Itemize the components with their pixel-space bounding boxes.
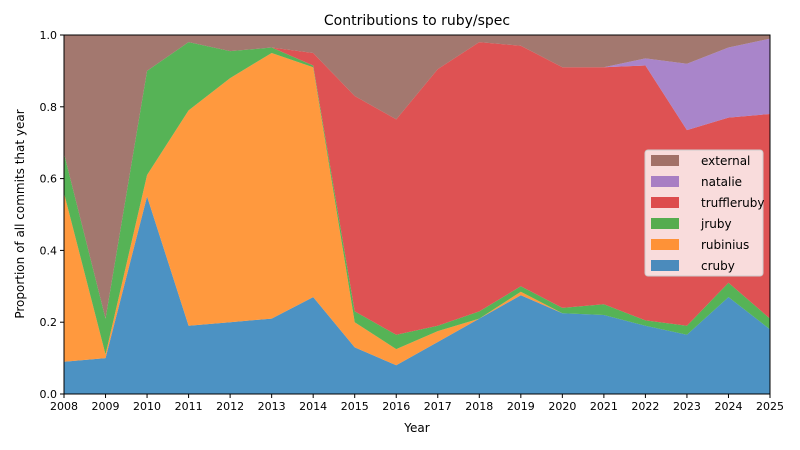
y-tick-label: 1.0 <box>40 29 58 42</box>
legend-box <box>644 149 764 277</box>
legend-label-natalie: natalie <box>701 175 742 189</box>
legend-label-rubinius: rubinius <box>701 238 749 252</box>
x-tick-label: 2011 <box>175 400 203 413</box>
chart-title: Contributions to ruby/spec <box>324 13 510 29</box>
x-tick-label: 2019 <box>507 400 535 413</box>
y-tick-label: 0.8 <box>40 101 58 114</box>
area-cruby <box>64 196 770 394</box>
area-jruby <box>64 42 770 355</box>
x-tick-label: 2008 <box>50 400 78 413</box>
y-tick-label: 0.4 <box>40 244 58 257</box>
x-tick-label: 2013 <box>258 400 286 413</box>
legend-swatch-natalie <box>651 176 679 187</box>
x-tick-label: 2025 <box>756 400 784 413</box>
x-tick-label: 2009 <box>92 400 120 413</box>
legend-label-truffleruby: truffleruby <box>701 196 765 210</box>
area-external <box>64 35 770 319</box>
x-tick-label: 2022 <box>631 400 659 413</box>
y-tick-label: 0.0 <box>40 388 58 401</box>
x-tick-label: 2012 <box>216 400 244 413</box>
area-natalie <box>64 38 770 319</box>
x-tick-label: 2023 <box>673 400 701 413</box>
x-tick-label: 2021 <box>590 400 618 413</box>
y-axis-ticks: 0.0 0.2 0.4 0.6 0.8 1.0 <box>40 29 64 401</box>
plot-frame <box>63 34 771 395</box>
x-tick-label: 2010 <box>133 400 161 413</box>
x-tick-label: 2014 <box>299 400 327 413</box>
x-tick-label: 2018 <box>465 400 493 413</box>
x-tick-label: 2020 <box>548 400 576 413</box>
area-series-group <box>64 35 770 394</box>
legend-label-jruby: jruby <box>700 217 732 231</box>
y-axis-label: Proportion of all commits that year <box>13 109 27 318</box>
x-axis-ticks: 2008 2009 2010 2011 2012 2013 2014 2015 2016 2017… <box>50 394 784 413</box>
x-tick-label: 2016 <box>382 400 410 413</box>
legend-label-cruby: cruby <box>701 259 735 273</box>
x-tick-label: 2024 <box>714 400 742 413</box>
y-tick-label: 0.2 <box>40 316 58 329</box>
y-tick-label: 0.6 <box>40 173 58 186</box>
legend-swatch-rubinius <box>651 239 679 250</box>
legend: external natalie truffleruby jruby rubinius c… <box>644 149 765 277</box>
area-rubinius <box>64 52 770 366</box>
x-tick-label: 2015 <box>341 400 369 413</box>
legend-label-external: external <box>701 154 750 168</box>
legend-swatch-cruby <box>651 260 679 271</box>
x-tick-label: 2017 <box>424 400 452 413</box>
legend-swatch-jruby <box>651 218 679 229</box>
legend-swatch-external <box>651 155 679 166</box>
x-axis-label: Year <box>403 421 429 435</box>
legend-swatch-truffleruby <box>651 197 679 208</box>
area-truffleruby <box>64 42 770 335</box>
